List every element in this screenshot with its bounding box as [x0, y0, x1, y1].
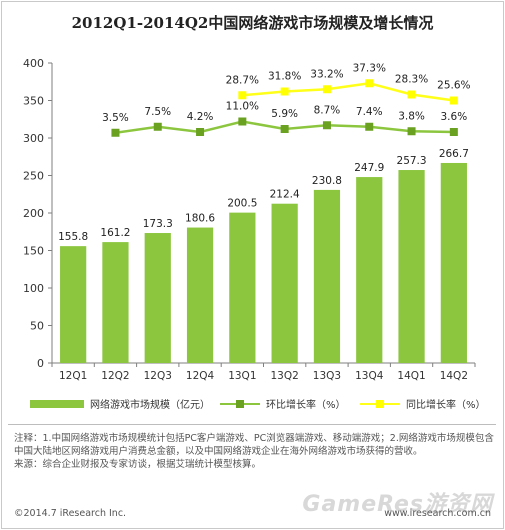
- yoy-label: 33.2%: [310, 68, 343, 80]
- legend-item-qoq: 环比增长率（%）: [220, 396, 346, 411]
- bar-value-label: 200.5: [227, 198, 257, 210]
- qoq-label: 5.9%: [271, 108, 298, 120]
- x-tick-label: 12Q4: [186, 370, 215, 382]
- qoq-marker: [111, 128, 120, 137]
- qoq-label: 3.6%: [441, 111, 468, 123]
- yoy-label: 28.3%: [395, 74, 428, 86]
- yoy-marker: [449, 96, 458, 105]
- yoy-label: 37.3%: [353, 62, 386, 74]
- yoy-label: 31.8%: [268, 71, 301, 83]
- y-tick-label: 200: [23, 207, 44, 220]
- qoq-marker: [196, 128, 205, 136]
- bar: [440, 162, 467, 363]
- notes-line-2: 来源：综合企业财报及专家访谈，根据艾瑞统计模型核算。: [14, 459, 262, 470]
- divider: [8, 424, 496, 425]
- bar-value-label: 266.7: [439, 148, 469, 160]
- bar-value-label: 155.8: [58, 231, 88, 243]
- qoq-marker: [238, 117, 247, 126]
- qoq-label: 4.2%: [187, 111, 214, 123]
- yoy-marker: [407, 90, 416, 99]
- bar-value-label: 212.4: [270, 189, 300, 201]
- x-tick-label: 12Q2: [101, 370, 129, 382]
- qoq-marker: [280, 125, 289, 133]
- chart-canvas: 0 50 100 150 200 250 300 350 400 12Q1 12Q2 12Q3 12Q4…: [23, 57, 476, 382]
- copyright: ©2014.7 iResearch Inc.: [14, 508, 127, 519]
- chart-title: 2012Q1-2014Q2中国网络游戏市场规模及增长情况: [71, 14, 434, 32]
- legend-item-yoy: 同比增长率（%）: [360, 396, 486, 411]
- qoq-marker: [322, 121, 331, 130]
- legend-label-market-size: 网络游戏市场规模（亿元）: [90, 400, 210, 411]
- bar-value-label: 230.8: [312, 175, 342, 187]
- legend-swatch-yoy-line: [360, 399, 400, 408]
- bar-value-label: 247.9: [354, 162, 384, 174]
- legend-swatch-bar: [30, 399, 84, 408]
- site-url: www.iresearch.com.cn: [384, 508, 491, 519]
- qoq-label: 8.7%: [314, 104, 341, 116]
- bar: [229, 212, 256, 363]
- bar: [356, 177, 383, 363]
- y-tick-label: 250: [23, 170, 44, 183]
- yoy-marker: [365, 79, 374, 88]
- legend: 网络游戏市场规模（亿元） 环比增长率（%） 同比增长率（%）: [30, 396, 486, 414]
- bar: [313, 189, 341, 363]
- y-tick-label: 350: [23, 95, 44, 108]
- legend-label-qoq: 环比增长率（%）: [266, 400, 346, 411]
- y-tick-label: 0: [37, 357, 44, 370]
- qoq-label: 7.4%: [356, 106, 383, 118]
- x-tick-label: 14Q1: [397, 370, 425, 382]
- bar-value-label: 257.3: [397, 155, 427, 167]
- notes-line-1: 注释：1.中国网络游戏市场规模统计包括PC客户端游戏、PC浏览器端游戏、移动端游…: [14, 433, 494, 457]
- qoq-marker: [407, 127, 416, 136]
- x-tick-label: 13Q4: [355, 370, 384, 382]
- y-tick-label: 300: [23, 132, 44, 145]
- yoy-marker: [280, 87, 289, 96]
- x-tick-label: 13Q3: [313, 370, 341, 382]
- legend-label-yoy: 同比增长率（%）: [406, 400, 486, 411]
- yoy-marker: [238, 91, 247, 100]
- qoq-marker: [449, 128, 458, 136]
- bar: [102, 242, 129, 363]
- bar: [60, 246, 87, 363]
- x-tick-label: 12Q3: [144, 370, 172, 382]
- bar: [271, 203, 298, 363]
- bar: [186, 227, 214, 363]
- qoq-label: 3.5%: [102, 112, 129, 124]
- yoy-line: [242, 81, 455, 102]
- qoq-label: 3.8%: [398, 110, 425, 122]
- yoy-label: 28.7%: [226, 74, 259, 86]
- x-tick-label: 14Q2: [440, 370, 468, 382]
- y-tick-label: 50: [30, 320, 44, 333]
- yoy-marker: [322, 85, 331, 94]
- x-tick-label: 12Q1: [59, 370, 87, 382]
- qoq-marker: [365, 122, 374, 131]
- bar-value-label: 161.2: [100, 227, 130, 239]
- y-tick-label: 150: [23, 245, 44, 258]
- x-tick-label: 13Q1: [228, 370, 256, 382]
- legend-item-market-size: 网络游戏市场规模（亿元）: [30, 396, 210, 411]
- notes: 注释：1.中国网络游戏市场规模统计包括PC客户端游戏、PC浏览器端游戏、移动端游…: [14, 432, 494, 471]
- qoq-label: 7.5%: [144, 106, 171, 118]
- qoq-marker: [153, 122, 162, 131]
- y-tick-label: 100: [23, 282, 44, 295]
- bar: [398, 170, 425, 363]
- yoy-label: 25.6%: [437, 80, 470, 92]
- legend-swatch-qoq-line: [220, 399, 260, 408]
- bar: [144, 233, 171, 363]
- x-tick-label: 13Q2: [270, 370, 298, 382]
- qoq-label: 11.0%: [226, 101, 259, 113]
- y-tick-label: 400: [23, 57, 44, 70]
- watermark: GameRes游资网: [302, 492, 493, 517]
- bar-value-label: 180.6: [185, 213, 215, 225]
- bar-value-label: 173.3: [143, 218, 173, 230]
